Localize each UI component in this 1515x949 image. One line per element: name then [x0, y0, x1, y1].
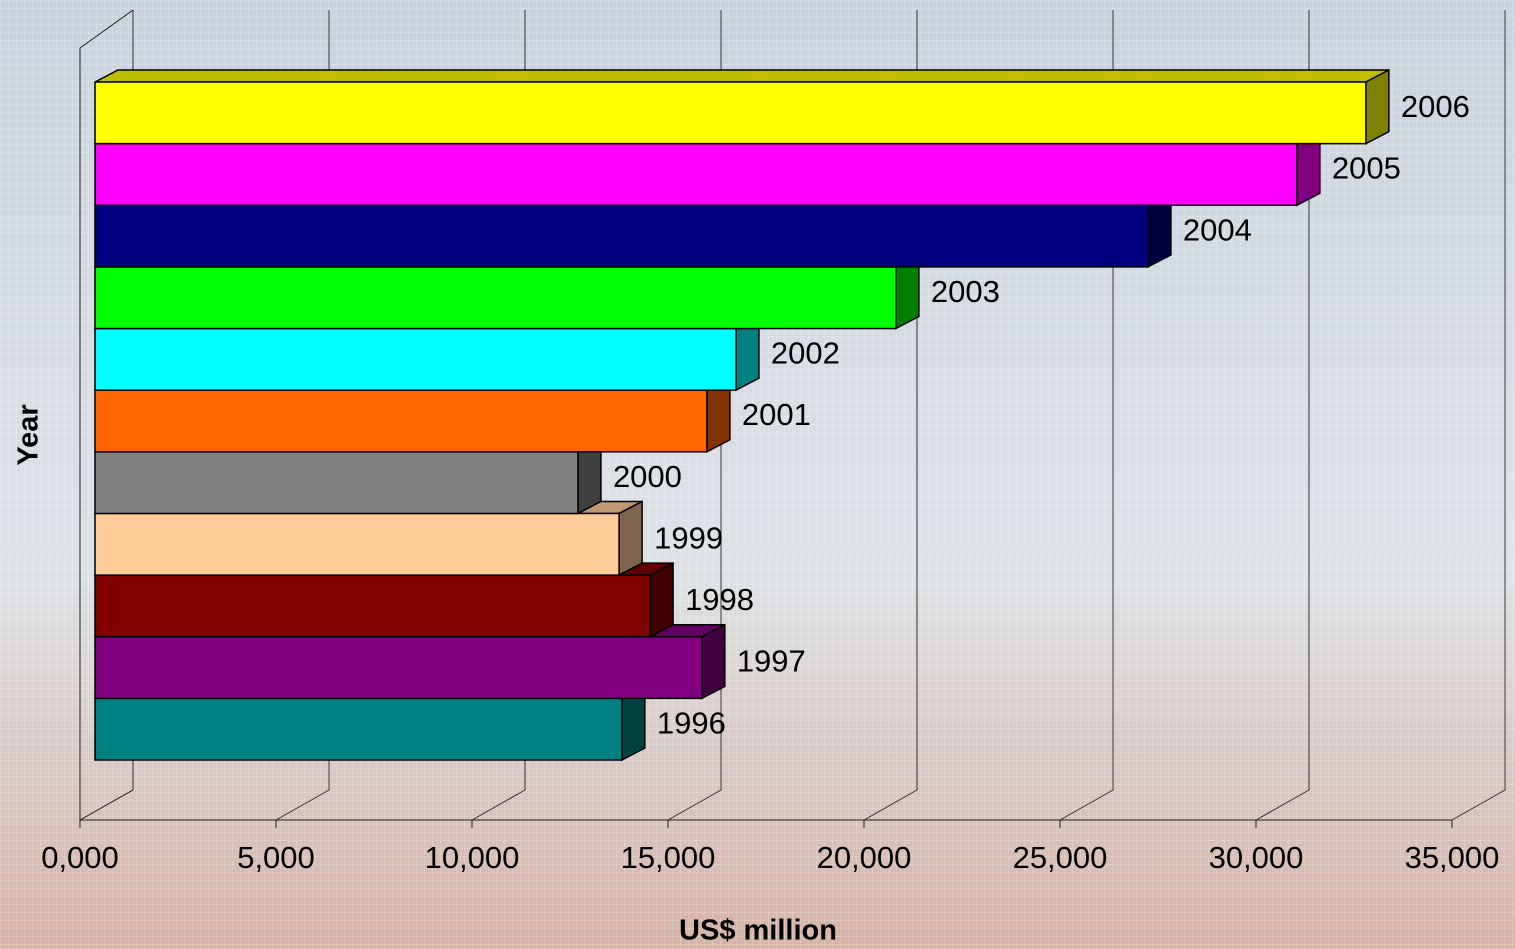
x-axis-title: US$ million	[679, 915, 837, 947]
bar	[95, 82, 1366, 144]
y-axis-title: Year	[13, 404, 45, 465]
bar	[95, 329, 736, 391]
bar	[95, 267, 896, 329]
bar-category-label: 2001	[742, 397, 811, 432]
x-tick-label: 30,000	[1209, 840, 1304, 875]
bar-category-label: 1998	[685, 582, 754, 617]
bar-category-label: 2003	[931, 274, 1000, 309]
bar	[95, 452, 578, 514]
bar-category-label: 2000	[613, 459, 682, 494]
x-tick-label: 25,000	[1013, 840, 1108, 875]
bar-category-label: 1996	[657, 705, 726, 740]
x-tick-label: 0,000	[41, 840, 119, 875]
bar	[95, 698, 622, 760]
bar-category-label: 2004	[1183, 212, 1252, 247]
bar-category-label: 2005	[1332, 151, 1401, 186]
bar-category-label: 1999	[654, 520, 723, 555]
bar	[95, 390, 707, 452]
bar	[95, 513, 619, 575]
x-tick-label: 5,000	[237, 840, 315, 875]
chart: US$ million Year 0,000 5,000 10,000 15,000 2…	[0, 0, 1515, 949]
bar-side	[702, 625, 725, 699]
bar-side	[650, 563, 673, 637]
bar	[95, 637, 702, 699]
x-tick-label: 35,000	[1405, 840, 1500, 875]
bar-category-label: 2006	[1401, 89, 1470, 124]
bar-top	[95, 70, 1389, 82]
bar	[95, 575, 650, 637]
x-tick-label: 10,000	[425, 840, 520, 875]
bar	[95, 144, 1297, 206]
bar-group	[95, 70, 1389, 144]
x-tick-label: 20,000	[817, 840, 912, 875]
bar	[95, 205, 1148, 267]
bar-side	[1366, 70, 1389, 144]
bar-category-label: 2002	[771, 336, 840, 371]
x-tick-label: 15,000	[621, 840, 716, 875]
bar-side	[619, 501, 642, 575]
bar-category-label: 1997	[737, 644, 806, 679]
